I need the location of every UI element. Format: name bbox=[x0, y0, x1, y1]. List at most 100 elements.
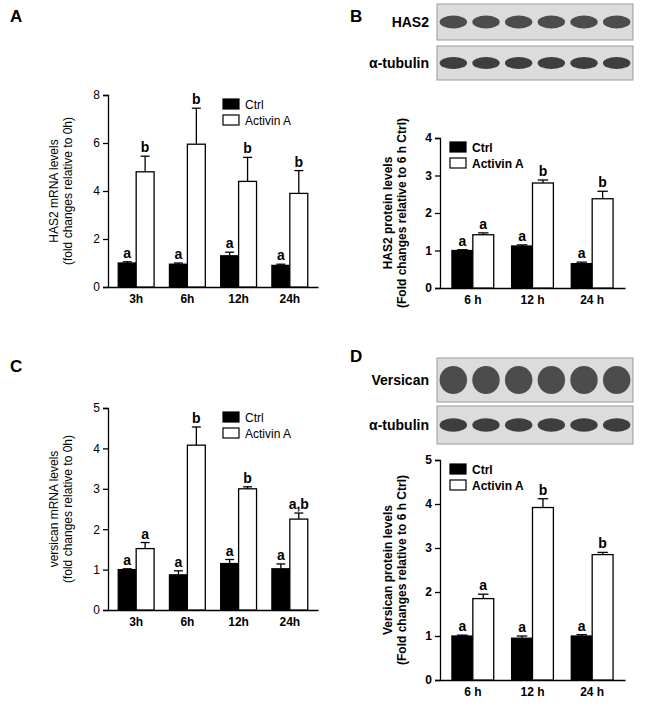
y-axis-title: Versican protein levels bbox=[381, 505, 395, 635]
blot-band bbox=[505, 57, 532, 69]
blot-label: Versican bbox=[371, 372, 429, 388]
error-bar-cap bbox=[577, 261, 587, 262]
legend: CtrlActivin A bbox=[450, 463, 524, 493]
error-bar-cap bbox=[597, 191, 607, 192]
y-tick-mark bbox=[103, 191, 108, 192]
y-tick: 0 bbox=[93, 603, 108, 617]
error-bar-cap bbox=[276, 563, 285, 564]
y-tick-label: 3 bbox=[425, 541, 432, 555]
y-axis-title: (fold changes relative to 0h) bbox=[61, 117, 75, 265]
x-tick: 3h bbox=[129, 287, 143, 306]
blot-band bbox=[570, 418, 597, 432]
panel-title: A bbox=[10, 7, 22, 26]
x-tick: 6 h bbox=[464, 680, 481, 699]
y-tick: 0 bbox=[425, 281, 440, 295]
blot bbox=[437, 4, 633, 40]
y-tick: 2 bbox=[425, 206, 440, 220]
significance-letter: a bbox=[175, 554, 183, 570]
error-bar-cap bbox=[225, 559, 234, 560]
y-tick-mark bbox=[435, 288, 440, 289]
x-tick-label: 12 h bbox=[520, 685, 544, 699]
blot-label: HAS2 bbox=[392, 14, 430, 30]
y-axis-line bbox=[103, 409, 109, 611]
error-bar-cap bbox=[123, 568, 132, 569]
significance-letter: a bbox=[458, 233, 466, 249]
error-bar bbox=[192, 108, 201, 144]
panel: BHAS2α-tubulin012346 h12 h24 hHAS2 prote… bbox=[350, 4, 633, 308]
panel: C0123453h6h12h24hversican mRNA levels(fo… bbox=[10, 357, 319, 629]
x-tick-label: 3h bbox=[129, 615, 143, 629]
x-axis: 6 h 12 h 24 h bbox=[441, 680, 626, 699]
bar bbox=[272, 569, 290, 610]
blot-band bbox=[603, 418, 630, 432]
x-tick-label: 12h bbox=[228, 615, 249, 629]
bar bbox=[136, 172, 154, 287]
error-bar bbox=[243, 487, 252, 489]
bar bbox=[118, 570, 136, 610]
x-tick-label: 12h bbox=[228, 292, 249, 306]
error-bar-cap bbox=[141, 542, 150, 543]
legend-swatch bbox=[450, 158, 466, 168]
y-tick: 5 bbox=[425, 453, 440, 467]
y-tick-label: 2 bbox=[93, 232, 100, 246]
blot-band bbox=[570, 366, 597, 394]
bar bbox=[221, 564, 239, 610]
y-tick: 0 bbox=[425, 673, 440, 687]
x-tick: 6h bbox=[180, 287, 194, 306]
x-tick: 12h bbox=[228, 610, 249, 629]
y-tick-mark bbox=[435, 213, 440, 214]
bar bbox=[169, 575, 187, 610]
bar bbox=[187, 445, 205, 610]
error-bar bbox=[192, 427, 201, 445]
y-tick-label: 1 bbox=[93, 563, 100, 577]
panel-title: B bbox=[350, 7, 362, 26]
error-bar bbox=[225, 252, 234, 256]
x-tick-label: 6h bbox=[180, 615, 194, 629]
x-tick-label: 6 h bbox=[464, 685, 481, 699]
bar bbox=[592, 555, 613, 680]
y-tick-mark bbox=[435, 504, 440, 505]
legend-label: Activin A bbox=[472, 157, 524, 171]
error-bar-cap bbox=[457, 634, 467, 635]
y-tick: 2 bbox=[93, 232, 108, 246]
error-bar bbox=[276, 564, 285, 569]
error-bar-cap bbox=[577, 634, 587, 635]
error-bar bbox=[597, 191, 607, 199]
blot-band bbox=[472, 366, 499, 394]
error-bar-cap bbox=[538, 179, 548, 180]
blot-band bbox=[505, 366, 532, 394]
x-axis: 3h6h12h24h bbox=[109, 610, 319, 629]
error-bar bbox=[538, 180, 548, 183]
error-bar bbox=[225, 560, 234, 564]
blot-band bbox=[570, 16, 597, 29]
x-tick-label: 24h bbox=[279, 292, 300, 306]
x-tick: 12h bbox=[228, 287, 249, 306]
significance-letter: a bbox=[277, 547, 285, 563]
error-bar-stem bbox=[247, 157, 248, 181]
y-tick: 8 bbox=[93, 88, 108, 102]
significance-letter: b bbox=[243, 140, 252, 156]
y-axis-title: (Fold changes relative to 6 h Ctrl) bbox=[395, 118, 409, 308]
y-axis-line bbox=[103, 96, 109, 288]
panel-title: D bbox=[350, 347, 362, 366]
significance-letter: b bbox=[295, 154, 304, 170]
error-bar-cap bbox=[225, 252, 234, 253]
x-tick-label: 24 h bbox=[580, 685, 604, 699]
legend-swatch bbox=[223, 99, 239, 109]
significance-letter: b bbox=[539, 482, 548, 498]
y-tick-label: 0 bbox=[425, 673, 432, 687]
bar bbox=[512, 638, 533, 680]
blot-band bbox=[505, 16, 532, 29]
error-bar-stem bbox=[483, 594, 484, 598]
error-bar-stem bbox=[602, 191, 603, 199]
bar bbox=[533, 183, 554, 288]
error-bar bbox=[123, 262, 132, 263]
error-bar bbox=[478, 233, 488, 235]
blot-background bbox=[437, 406, 633, 444]
error-bar bbox=[538, 499, 548, 508]
panel-title: C bbox=[10, 357, 22, 376]
y-tick: 2 bbox=[93, 523, 108, 537]
blot-band bbox=[538, 57, 565, 69]
error-bar-cap bbox=[174, 262, 183, 263]
y-tick-mark bbox=[103, 569, 108, 570]
